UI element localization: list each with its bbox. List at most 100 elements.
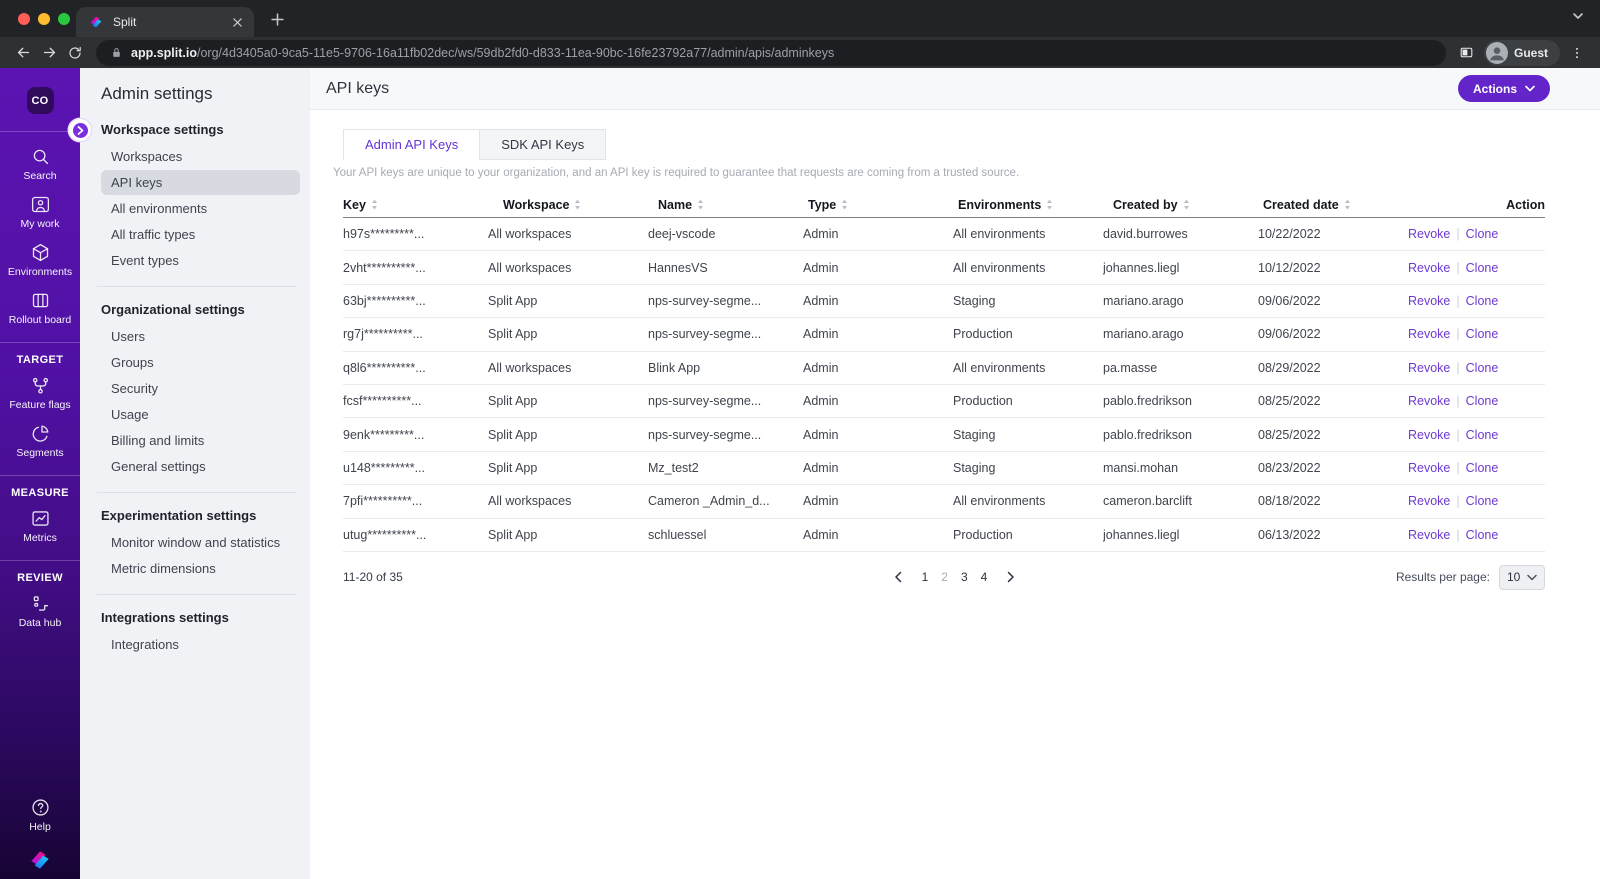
clone-link[interactable]: Clone <box>1465 394 1499 409</box>
admin-nav-item[interactable]: Metric dimensions <box>111 561 216 576</box>
admin-nav-item[interactable]: Workspaces <box>111 149 183 164</box>
browser-tab[interactable]: Split <box>76 7 254 37</box>
reload-icon[interactable] <box>62 40 88 66</box>
sidebar-item-rollout-board[interactable]: Rollout board <box>0 284 80 332</box>
clone-link[interactable]: Clone <box>1465 460 1499 475</box>
collapse-nav-button[interactable] <box>69 119 91 141</box>
results-per-page-select[interactable]: 10 <box>1499 564 1545 590</box>
tab-close-icon[interactable] <box>228 13 246 31</box>
revoke-link[interactable]: Revoke <box>1408 260 1451 275</box>
sidebar-item-search[interactable]: Search <box>0 140 80 188</box>
sidebar-item-feature-flags[interactable]: Feature flags <box>0 369 80 417</box>
sidebar-item-metrics[interactable]: Metrics <box>0 502 80 550</box>
sidebar-item-my-work[interactable]: My work <box>0 188 80 236</box>
cell-workspace: Split App <box>488 460 538 475</box>
table-column-header[interactable]: Created date <box>1263 198 1506 212</box>
table-column-header[interactable]: Key <box>343 198 503 212</box>
tabstrip-chevron-down-icon[interactable] <box>1572 12 1584 20</box>
cell-created-date: 08/18/2022 <box>1258 494 1321 509</box>
close-window-button[interactable] <box>18 13 30 25</box>
revoke-link[interactable]: Revoke <box>1408 394 1451 409</box>
api-keys-tab[interactable]: Admin API Keys <box>343 129 481 160</box>
sort-icon[interactable] <box>574 199 581 210</box>
side-panel-icon[interactable] <box>1454 40 1480 66</box>
cell-created-by: johannes.liegl <box>1103 260 1180 275</box>
clone-link[interactable]: Clone <box>1465 227 1499 242</box>
revoke-link[interactable]: Revoke <box>1408 327 1451 342</box>
revoke-link[interactable]: Revoke <box>1408 460 1451 475</box>
admin-nav-item[interactable]: Billing and limits <box>111 433 205 448</box>
admin-nav-item[interactable]: Groups <box>111 355 154 370</box>
sort-icon[interactable] <box>1344 199 1351 210</box>
split-logo-icon[interactable] <box>27 847 53 873</box>
new-tab-button[interactable] <box>264 6 290 32</box>
revoke-link[interactable]: Revoke <box>1408 527 1451 542</box>
admin-nav-item[interactable]: Usage <box>111 407 149 422</box>
revoke-link[interactable]: Revoke <box>1408 427 1451 442</box>
clone-link[interactable]: Clone <box>1465 360 1499 375</box>
actions-button[interactable]: Actions <box>1457 75 1550 102</box>
table-column-header[interactable]: Type <box>808 198 958 212</box>
table-column-header[interactable]: Workspace <box>503 198 658 212</box>
table-column-header[interactable]: Created by <box>1113 198 1263 212</box>
sidebar-item-segments[interactable]: Segments <box>0 417 80 465</box>
cell-environments: All environments <box>953 360 1046 375</box>
clone-link[interactable]: Clone <box>1465 527 1499 542</box>
cell-workspace: All workspaces <box>488 260 572 275</box>
page-number[interactable]: 4 <box>980 570 988 585</box>
cell-type: Admin <box>803 394 839 409</box>
back-icon[interactable] <box>10 40 36 66</box>
admin-nav-item[interactable]: API keys <box>101 170 300 195</box>
clone-link[interactable]: Clone <box>1465 293 1499 308</box>
admin-nav-item[interactable]: General settings <box>111 459 206 474</box>
chevron-right-icon <box>72 122 88 138</box>
table-column-header[interactable]: Environments <box>958 198 1113 212</box>
next-page-button[interactable] <box>1005 569 1017 585</box>
clone-link[interactable]: Clone <box>1465 327 1499 342</box>
admin-nav-item[interactable]: Event types <box>111 253 179 268</box>
page-number[interactable]: 1 <box>921 570 929 585</box>
browser-menu-icon[interactable] <box>1564 40 1590 66</box>
page-number[interactable]: 3 <box>960 570 968 585</box>
sidebar-divider <box>0 475 80 476</box>
table-column-header[interactable]: Action <box>1506 197 1545 212</box>
action-separator: | <box>1456 527 1460 542</box>
zoom-window-button[interactable] <box>58 13 70 25</box>
cell-key: rg7j**********... <box>343 327 423 342</box>
admin-nav-item[interactable]: Integrations <box>111 637 179 652</box>
table-column-header[interactable]: Name <box>658 198 808 212</box>
data-hub-icon <box>30 593 51 614</box>
api-keys-tab[interactable]: SDK API Keys <box>479 129 607 160</box>
workspace-badge[interactable]: CO <box>26 87 54 114</box>
admin-nav-item[interactable]: Monitor window and statistics <box>111 535 281 550</box>
revoke-link[interactable]: Revoke <box>1408 494 1451 509</box>
clone-link[interactable]: Clone <box>1465 494 1499 509</box>
admin-nav-item[interactable]: Security <box>111 381 158 396</box>
forward-icon[interactable] <box>36 40 62 66</box>
clone-link[interactable]: Clone <box>1465 260 1499 275</box>
action-separator: | <box>1456 460 1460 475</box>
revoke-link[interactable]: Revoke <box>1408 360 1451 375</box>
action-separator: | <box>1456 227 1460 242</box>
admin-nav-item[interactable]: All traffic types <box>111 227 196 242</box>
profile-button[interactable]: Guest <box>1483 39 1560 66</box>
sidebar-item-environments[interactable]: Environments <box>0 236 80 284</box>
revoke-link[interactable]: Revoke <box>1408 293 1451 308</box>
prev-page-button[interactable] <box>892 569 904 585</box>
sort-icon[interactable] <box>371 199 378 210</box>
sort-icon[interactable] <box>697 199 704 210</box>
nav-divider <box>97 594 296 595</box>
revoke-link[interactable]: Revoke <box>1408 227 1451 242</box>
sidebar-item-data-hub[interactable]: Data hub <box>0 587 80 635</box>
page-number[interactable]: 2 <box>941 570 948 585</box>
admin-nav-item[interactable]: All environments <box>111 201 208 216</box>
window-controls <box>18 13 70 25</box>
sort-icon[interactable] <box>841 199 848 210</box>
clone-link[interactable]: Clone <box>1465 427 1499 442</box>
admin-nav-item[interactable]: Users <box>111 329 145 344</box>
sidebar-item-help[interactable]: Help <box>0 791 80 839</box>
sort-icon[interactable] <box>1046 199 1053 210</box>
url-bar[interactable]: app.split.io/org/4d3405a0-9ca5-11e5-9706… <box>96 39 1446 66</box>
sort-icon[interactable] <box>1183 199 1190 210</box>
minimize-window-button[interactable] <box>38 13 50 25</box>
